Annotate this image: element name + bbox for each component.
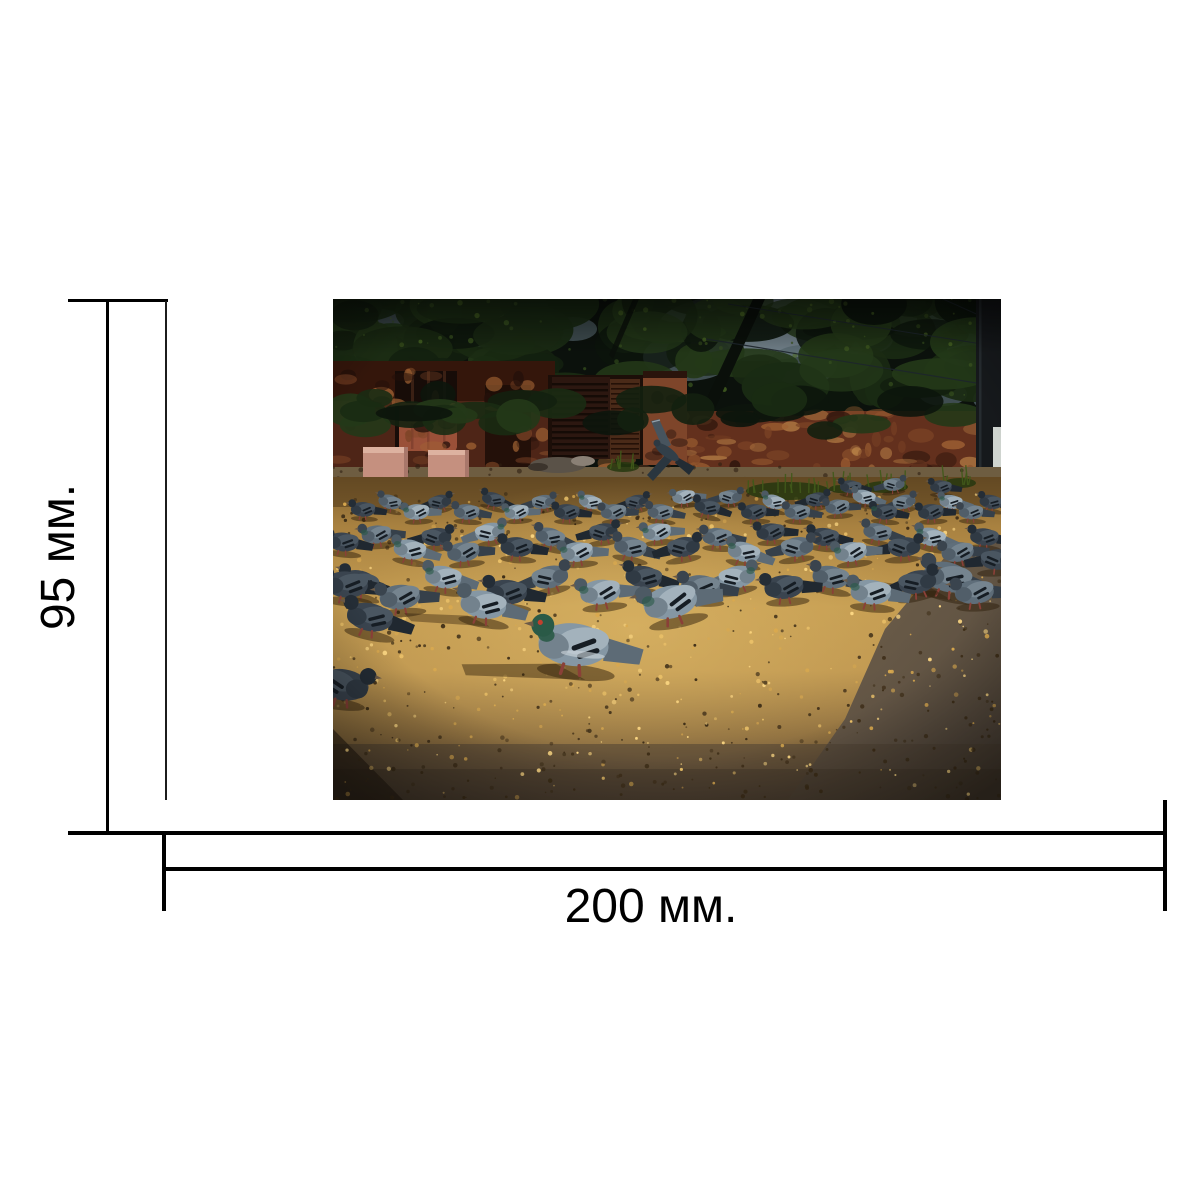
width-dim-left-tick bbox=[162, 831, 166, 911]
vignette-layer bbox=[333, 299, 1001, 800]
width-dimension-label: 200 мм. bbox=[564, 880, 738, 933]
height-dim-bottom-tick bbox=[68, 831, 1166, 835]
height-dim-top-tick bbox=[68, 299, 168, 302]
height-dimension-label: 95 мм. bbox=[32, 483, 85, 631]
width-dim-line bbox=[166, 867, 1166, 871]
product-photo bbox=[333, 299, 1001, 800]
pigeon-courtyard-scene bbox=[333, 299, 1001, 800]
width-dim-right-tick bbox=[1163, 800, 1167, 911]
height-dim-line bbox=[106, 299, 109, 835]
height-dim-extension-line bbox=[165, 301, 167, 800]
